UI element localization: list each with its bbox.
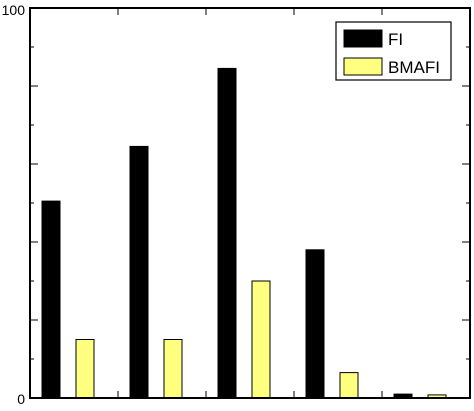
y-tick-label: 100 [2,2,26,18]
bar-fi-3 [217,67,237,399]
y-tick-label: 0 [17,391,25,406]
bar-bmafi-1 [75,339,95,399]
legend-swatch-bmafi [343,57,383,76]
bar-bmafi-4 [339,372,359,399]
bar-bmafi-2 [163,339,183,399]
legend-swatch-fi [343,29,383,48]
legend-label-bmafi: BMAFI [388,58,440,77]
bar-bmafi-3 [251,280,271,399]
bar-fi-4 [305,249,325,399]
bar-fi-1 [41,200,61,399]
bar-fi-2 [129,145,149,399]
legend-label-fi: FI [388,30,403,49]
